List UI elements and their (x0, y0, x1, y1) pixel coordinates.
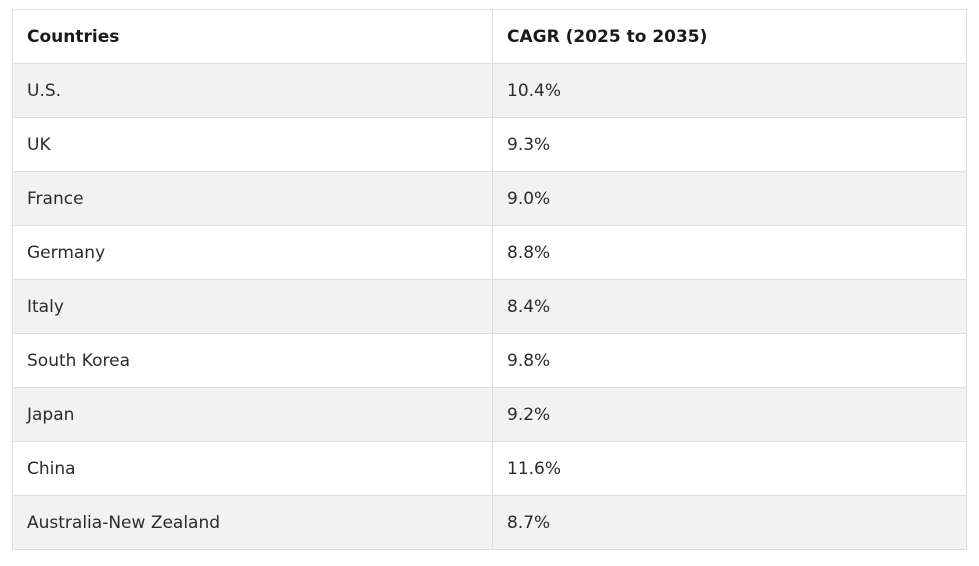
cagr-cell: 9.3% (492, 117, 967, 172)
cagr-cell: 10.4% (492, 63, 967, 118)
table-row: Italy 8.4% (12, 279, 967, 334)
cagr-cell: 8.4% (492, 279, 967, 334)
country-cell: Germany (12, 225, 493, 280)
cagr-cell: 9.8% (492, 333, 967, 388)
cagr-cell: 9.0% (492, 171, 967, 226)
cagr-table: Countries CAGR (2025 to 2035) U.S. 10.4%… (12, 9, 967, 550)
cagr-cell: 11.6% (492, 441, 967, 496)
cagr-cell: 8.7% (492, 495, 967, 550)
country-cell: France (12, 171, 493, 226)
column-header-countries: Countries (12, 9, 493, 64)
country-cell: UK (12, 117, 493, 172)
country-cell: U.S. (12, 63, 493, 118)
table-row: France 9.0% (12, 171, 967, 226)
table-row: Australia-New Zealand 8.7% (12, 495, 967, 550)
table-row: Germany 8.8% (12, 225, 967, 280)
country-cell: China (12, 441, 493, 496)
table-header-row: Countries CAGR (2025 to 2035) (12, 9, 967, 64)
table-row: China 11.6% (12, 441, 967, 496)
table-row: UK 9.3% (12, 117, 967, 172)
cagr-cell: 8.8% (492, 225, 967, 280)
country-cell: Japan (12, 387, 493, 442)
cagr-cell: 9.2% (492, 387, 967, 442)
table-row: Japan 9.2% (12, 387, 967, 442)
table-row: U.S. 10.4% (12, 63, 967, 118)
table-row: South Korea 9.8% (12, 333, 967, 388)
column-header-cagr: CAGR (2025 to 2035) (492, 9, 967, 64)
country-cell: Australia-New Zealand (12, 495, 493, 550)
country-cell: South Korea (12, 333, 493, 388)
country-cell: Italy (12, 279, 493, 334)
